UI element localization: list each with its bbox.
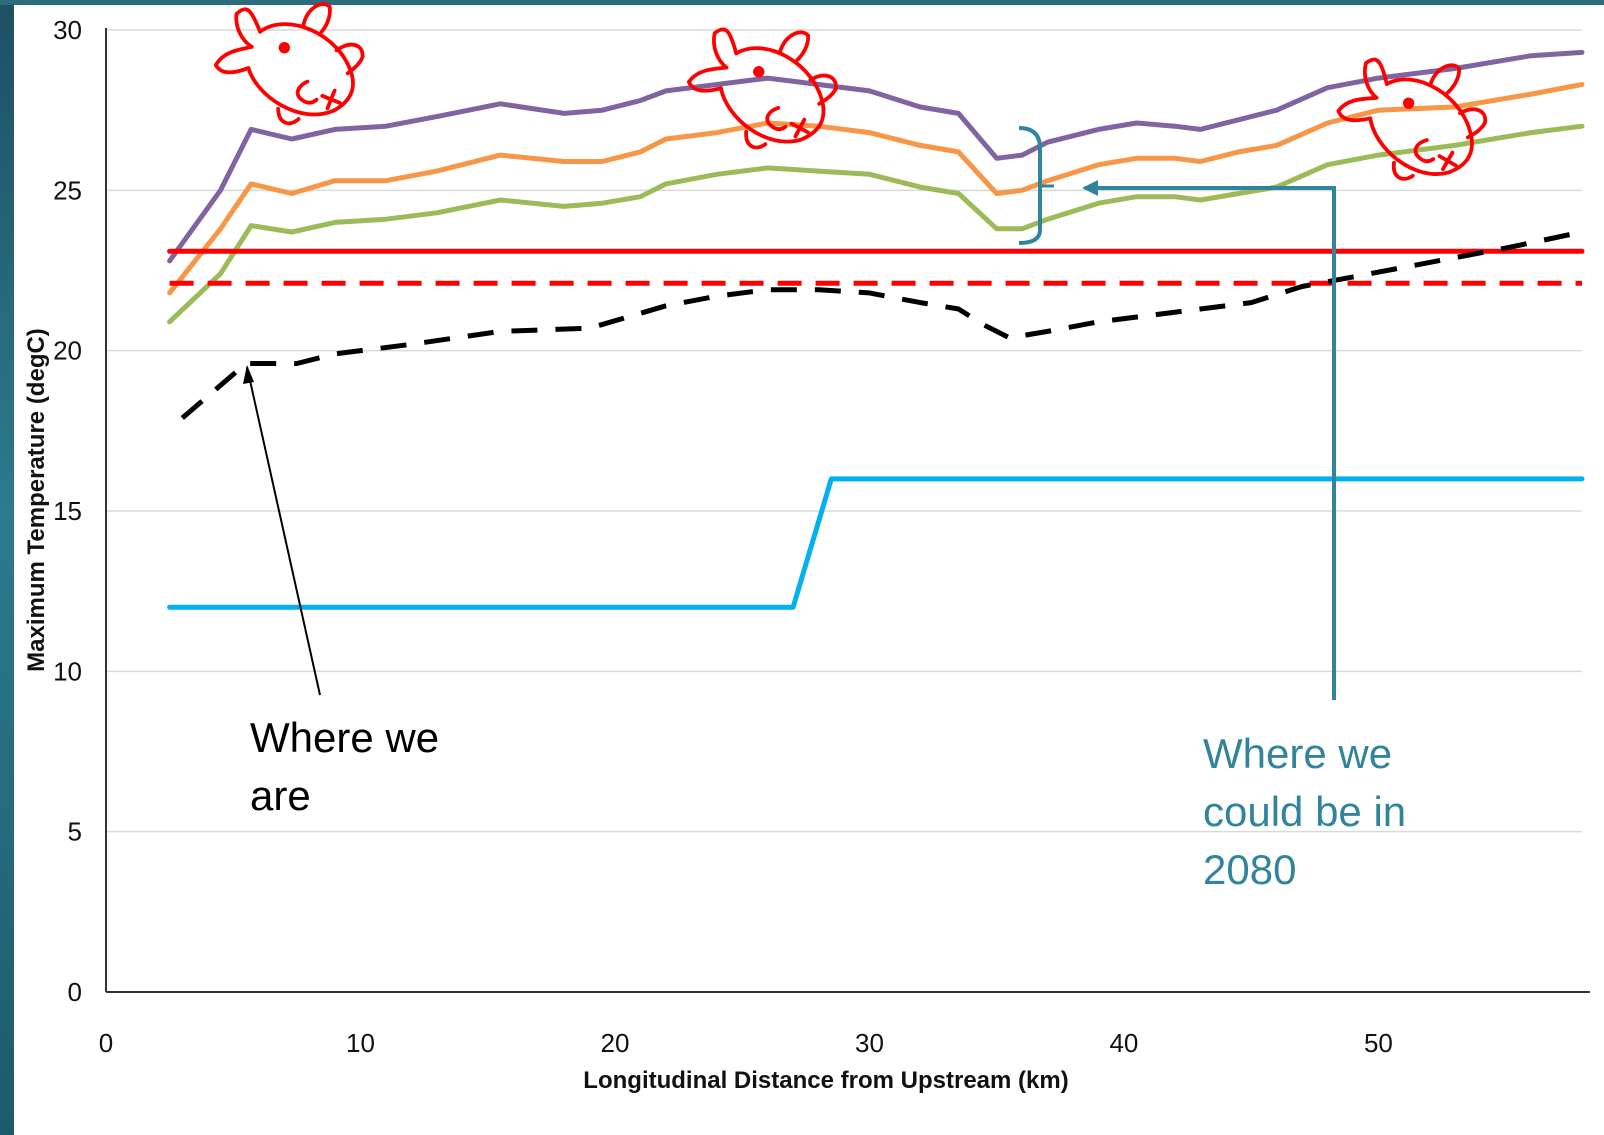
annotation-arrowhead-where-we-are	[243, 365, 254, 384]
annotation-arrowhead-2080	[1082, 180, 1098, 196]
annotation-bracket-2080	[1018, 126, 1042, 245]
annotation-arrow-where-we-are	[246, 366, 321, 696]
x-tick-label: 10	[346, 1028, 375, 1058]
x-tick-label: 20	[601, 1028, 630, 1058]
x-tick-label: 0	[99, 1028, 113, 1058]
gridlines	[106, 29, 1582, 833]
y-tick-label: 20	[53, 336, 82, 366]
series-line-purple	[167, 49, 1585, 264]
annotation-text-where-we-are-line2: are	[250, 772, 311, 819]
y-tick-label: 15	[53, 496, 82, 526]
x-axis-label: Longitudinal Distance from Upstream (km)	[583, 1067, 1068, 1094]
fish-doodle-1	[213, 2, 365, 126]
annotation-text-where-we-are-line1: Where we	[250, 714, 439, 761]
fish-doodle-2	[686, 27, 838, 150]
series-line-orange	[167, 82, 1585, 296]
annotation-2080: Where we could be in 2080	[1018, 126, 1406, 893]
y-tick-label: 30	[53, 15, 82, 45]
annotation-arrow-2080	[1085, 186, 1336, 700]
series-line-blue	[167, 476, 1585, 610]
x-tick-label: 50	[1364, 1028, 1393, 1058]
x-tick-labels: 0 10 20 30 40 50	[99, 1028, 1393, 1058]
annotation-text-2080-line1: Where we	[1203, 730, 1392, 777]
y-tick-label: 25	[53, 175, 82, 205]
annotation-text-2080-line3: 2080	[1203, 846, 1296, 893]
y-axis-label: Maximum Temperature (degC)	[23, 328, 50, 672]
x-tick-label: 30	[855, 1028, 884, 1058]
slide-frame-left	[0, 0, 14, 1135]
slide-frame-top	[0, 0, 1604, 5]
series-line-black-dashed	[180, 229, 1583, 420]
fish-doodle-3	[1336, 57, 1488, 181]
x-tick-label: 40	[1109, 1028, 1138, 1058]
series-layer	[167, 49, 1585, 610]
axes	[105, 28, 1590, 993]
annotation-where-we-are: Where we are	[243, 365, 439, 819]
y-tick-label: 5	[68, 817, 82, 847]
y-tick-label: 10	[53, 656, 82, 686]
y-tick-label: 0	[68, 977, 82, 1007]
annotation-text-2080-line2: could be in	[1203, 788, 1406, 835]
y-tick-labels: 0 5 10 15 20 25 30	[53, 15, 82, 1007]
